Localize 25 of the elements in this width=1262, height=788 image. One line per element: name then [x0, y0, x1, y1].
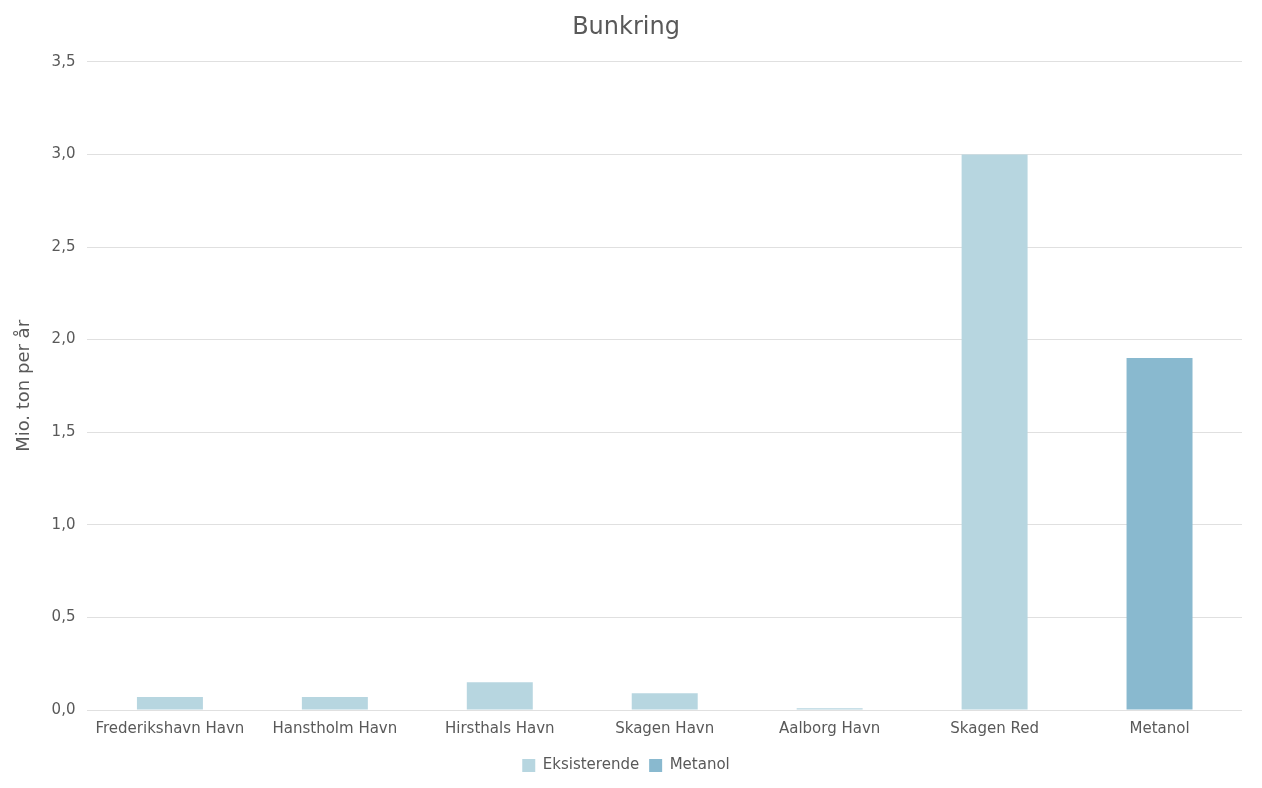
y-tick-label: 2,5 — [51, 236, 76, 255]
x-tick-label: Frederikshavn Havn — [95, 718, 245, 737]
y-tick-label: 3,5 — [51, 51, 76, 70]
chart-title: Bunkring — [572, 11, 680, 40]
y-tick-label: 1,0 — [51, 514, 76, 533]
bar — [466, 682, 533, 710]
bar — [1126, 358, 1193, 710]
x-tick-label: Hirsthals Havn — [444, 718, 555, 737]
legend-label: Eksisterende — [542, 755, 640, 774]
y-tick-label: 3,0 — [51, 144, 76, 163]
bar — [961, 154, 1028, 710]
x-tick-label: Skagen Havn — [615, 718, 715, 737]
x-tick-label: Aalborg Havn — [778, 718, 881, 737]
bar — [631, 693, 698, 710]
x-tick-label: Skagen Red — [950, 718, 1039, 737]
bar — [136, 697, 203, 710]
y-axis-title: Mio. ton per år — [12, 319, 34, 452]
y-tick-label: 1,5 — [51, 422, 76, 441]
y-tick-label: 0,5 — [51, 607, 76, 626]
x-tick-label: Metanol — [1129, 718, 1190, 737]
x-tick-label: Hanstholm Havn — [272, 718, 398, 737]
bar — [301, 697, 368, 710]
y-tick-label: 2,0 — [51, 329, 76, 348]
legend-label: Metanol — [669, 755, 730, 774]
y-tick-label: 0,0 — [51, 699, 76, 718]
